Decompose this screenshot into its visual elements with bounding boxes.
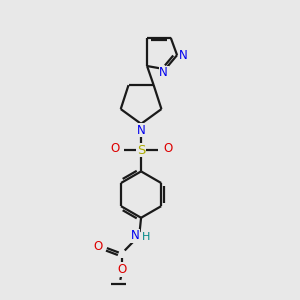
- Text: N: N: [159, 66, 168, 79]
- Text: S: S: [137, 143, 145, 157]
- Text: N: N: [137, 124, 146, 137]
- Text: H: H: [142, 232, 151, 242]
- Text: O: O: [93, 240, 103, 253]
- Text: N: N: [131, 229, 140, 242]
- Text: O: O: [117, 263, 126, 276]
- Text: N: N: [179, 49, 188, 62]
- Text: O: O: [110, 142, 119, 155]
- Text: O: O: [163, 142, 172, 155]
